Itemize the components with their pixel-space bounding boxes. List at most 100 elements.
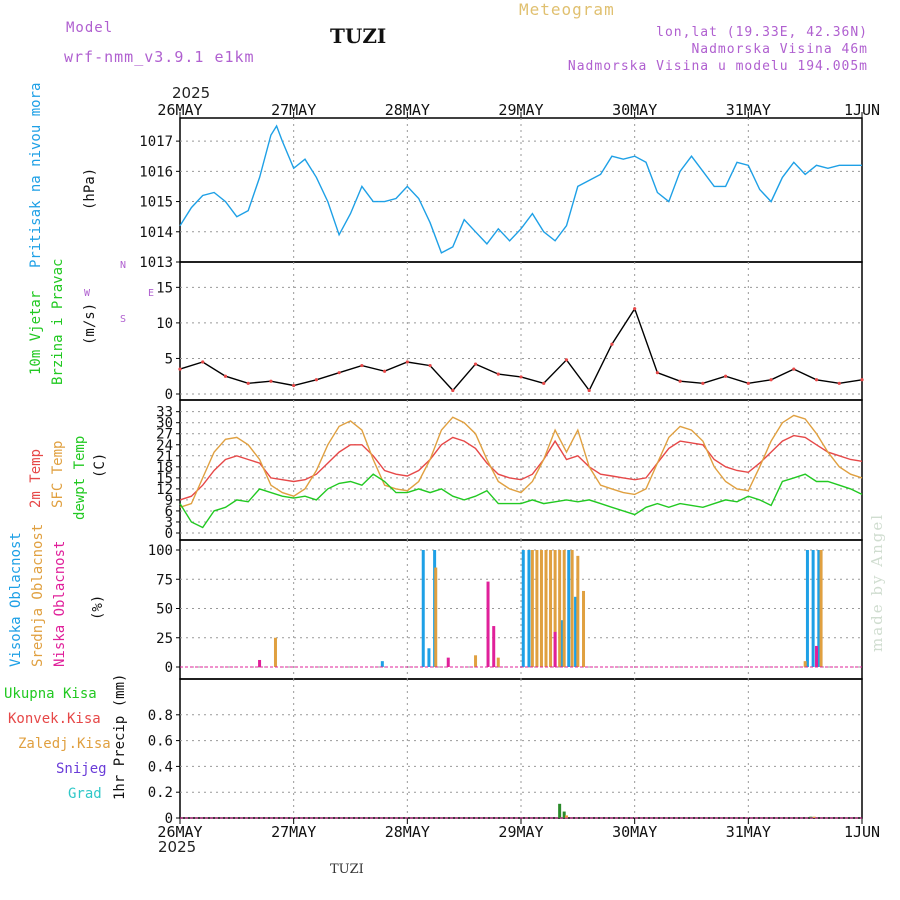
- cloud-bar: [560, 620, 564, 667]
- cloud-bar: [496, 657, 500, 667]
- temp-ytick-label: 24: [156, 438, 173, 454]
- wind-speed-point: [428, 363, 432, 368]
- precip-ytick-label: 0.2: [148, 785, 173, 801]
- time-label-bottom: 27MAY: [271, 823, 316, 841]
- cloud-bar: [570, 550, 574, 667]
- time-label-bottom: 26MAY: [157, 823, 202, 841]
- precip-ytick-label: 0: [165, 811, 173, 827]
- cloud-bar: [811, 550, 815, 667]
- compass-s: S: [120, 314, 127, 325]
- elevation-label: Nadmorska Visina 46m: [691, 42, 868, 57]
- temp-series-line: [179, 473, 863, 529]
- cloud-bar: [558, 550, 562, 667]
- cloud-bar: [574, 596, 578, 667]
- wind-speed-point: [542, 381, 546, 385]
- precip-ytick-label: 0.6: [148, 734, 173, 750]
- temp-ytick-label: 9: [165, 493, 173, 509]
- wind-ytick-label: 0: [165, 387, 173, 403]
- wind-speed-point: [360, 363, 364, 368]
- model-elevation-label: Nadmorska Visina u modelu 194.005m: [567, 59, 868, 74]
- precip-frame: [179, 678, 863, 819]
- model-label: Model: [66, 20, 113, 36]
- cloud-ytick-label: 75: [156, 572, 173, 588]
- time-label-top: 28MAY: [385, 101, 430, 119]
- cloud-bar: [380, 661, 384, 667]
- cloud-bar: [273, 637, 277, 667]
- wind-speed-point: [724, 374, 728, 378]
- temp-ytick-label: 12: [156, 482, 173, 498]
- wind-speed-point: [246, 381, 250, 385]
- cloud-bar: [567, 550, 571, 667]
- wind-speed-point: [701, 381, 705, 385]
- cloud-bar: [815, 645, 819, 667]
- wind-ytick-label: 5: [165, 351, 173, 367]
- station-title: TUZI: [330, 24, 387, 48]
- wind-speed-point: [678, 379, 682, 383]
- cloud-ytick-label: 50: [156, 602, 173, 618]
- wind-speed-point: [178, 367, 182, 371]
- wind-speed-point: [337, 371, 341, 375]
- wind-speed-point: [746, 381, 750, 385]
- temp-series-line: [179, 414, 863, 508]
- wind-speed-point: [633, 307, 637, 311]
- wind-ytick-label: 10: [156, 316, 173, 332]
- wind-ytick-label: 15: [156, 280, 173, 296]
- temp-ytick-label: 3: [165, 515, 173, 531]
- cloud-bar: [549, 550, 553, 667]
- temp-series-line: [179, 434, 863, 501]
- pressure-ytick-label: 1014: [139, 225, 173, 241]
- temp-ytick-label: 21: [156, 449, 173, 465]
- cloud-bar: [530, 550, 534, 667]
- precip-bar: [562, 811, 566, 818]
- wind-speed-point: [792, 367, 796, 371]
- wind-speed-point: [473, 362, 478, 366]
- cloud-bar: [258, 659, 262, 667]
- cloud-bar: [582, 590, 586, 667]
- wind-speed-point: [860, 378, 864, 382]
- cloud-bar: [819, 550, 823, 667]
- precip-bar: [809, 816, 813, 818]
- year-top: 2025: [172, 84, 211, 102]
- precip-label-2: Konvek.Kisa: [8, 711, 101, 727]
- wind-speed-point: [314, 378, 318, 382]
- wind-frame: [179, 261, 863, 401]
- model-name: wrf-nmm_v3.9.1 e1km: [64, 48, 255, 66]
- wind-speed-point: [837, 381, 841, 385]
- pressure-ytick-label: 1015: [139, 195, 173, 211]
- cloud-bar: [434, 567, 438, 667]
- footer-station: TUZI: [330, 862, 364, 877]
- wind-speed-point: [564, 358, 569, 362]
- temp-ytick-label: 0: [165, 526, 173, 542]
- wind-speed-point: [610, 342, 614, 346]
- year-bottom: 2025: [158, 838, 197, 856]
- cloud-bar: [521, 550, 525, 667]
- meteogram-title: Meteogram: [519, 0, 615, 19]
- time-label-top: 29MAY: [498, 101, 543, 119]
- precip-label-1: Ukupna Kisa: [4, 686, 97, 702]
- wind-speed-point: [814, 378, 819, 382]
- cloud-ytick-label: 0: [165, 660, 173, 676]
- wind-speed-point: [269, 379, 273, 383]
- compass-e: E: [148, 288, 155, 299]
- model-name-text: wrf-nmm_v3.9.1 e1km: [64, 48, 255, 66]
- cloud-bar: [527, 550, 531, 667]
- cloud-ytick-label: 25: [156, 631, 173, 647]
- temp-ytick-label: 6: [165, 504, 173, 520]
- cloud-bar: [539, 550, 543, 667]
- time-label-bottom: 28MAY: [385, 823, 430, 841]
- cloud-bar: [492, 626, 496, 667]
- cloud-bar: [562, 550, 566, 667]
- pressure-ytick-label: 1013: [139, 255, 173, 271]
- pressure-ytick-label: 1016: [139, 164, 173, 180]
- time-label-top: 26MAY: [157, 101, 202, 119]
- precip-ytick-label: 0.4: [148, 759, 173, 775]
- compass-n: N: [120, 260, 127, 271]
- wind-speed-point: [292, 383, 296, 388]
- precip-bar: [564, 815, 568, 818]
- temp-ytick-label: 30: [156, 416, 173, 432]
- cloud-bar: [427, 648, 431, 667]
- wind-speed-point: [655, 371, 660, 375]
- wind-speed-point: [496, 372, 500, 376]
- time-label-bottom: 1JUN: [844, 823, 880, 841]
